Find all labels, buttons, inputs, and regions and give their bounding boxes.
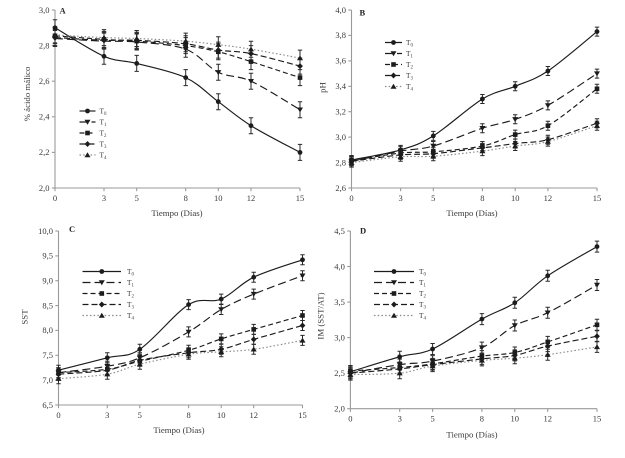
svg-text:3,0: 3,0 (334, 332, 345, 342)
svg-text:3: 3 (398, 414, 402, 424)
svg-text:3: 3 (105, 410, 109, 420)
svg-text:15: 15 (593, 414, 602, 424)
svg-text:10: 10 (511, 193, 520, 203)
svg-text:2,5: 2,5 (334, 368, 345, 378)
svg-text:3,5: 3,5 (334, 297, 345, 307)
svg-text:T2: T2 (406, 60, 413, 71)
svg-text:2,8: 2,8 (39, 40, 50, 50)
svg-text:2,6: 2,6 (335, 183, 346, 193)
svg-text:8,5: 8,5 (42, 300, 53, 310)
svg-text:7,0: 7,0 (42, 375, 53, 385)
svg-text:A: A (60, 6, 67, 16)
svg-text:2,2: 2,2 (39, 147, 50, 157)
svg-text:10: 10 (217, 410, 226, 420)
svg-text:C: C (69, 224, 75, 234)
svg-text:T1: T1 (406, 49, 413, 60)
svg-text:12: 12 (249, 410, 258, 420)
svg-text:3,0: 3,0 (335, 132, 346, 142)
svg-text:4,0: 4,0 (335, 5, 346, 15)
svg-text:7,5: 7,5 (42, 350, 53, 360)
svg-text:5: 5 (135, 193, 139, 203)
svg-text:9,5: 9,5 (42, 251, 53, 261)
svg-text:9,0: 9,0 (42, 276, 53, 286)
svg-text:Tiempo (Días): Tiempo (Días) (446, 430, 497, 440)
svg-text:T1: T1 (419, 278, 426, 289)
svg-text:T0: T0 (100, 107, 107, 118)
svg-text:T0: T0 (419, 267, 426, 278)
svg-text:15: 15 (593, 193, 602, 203)
svg-text:T4: T4 (406, 82, 413, 93)
svg-text:D: D (360, 226, 366, 236)
svg-text:3,8: 3,8 (335, 30, 346, 40)
svg-text:T3: T3 (419, 300, 426, 311)
svg-text:8: 8 (186, 410, 190, 420)
svg-text:8: 8 (480, 193, 484, 203)
svg-text:3,0: 3,0 (39, 5, 50, 15)
svg-text:IM (SST/AT): IM (SST/AT) (316, 292, 326, 339)
svg-text:5: 5 (138, 410, 142, 420)
svg-text:15: 15 (296, 193, 305, 203)
svg-text:B: B (360, 8, 366, 18)
svg-text:2,6: 2,6 (39, 76, 50, 86)
svg-text:T2: T2 (100, 129, 107, 140)
svg-text:T2: T2 (419, 289, 426, 300)
svg-text:12: 12 (544, 193, 553, 203)
svg-text:8,0: 8,0 (42, 325, 53, 335)
svg-text:pH: pH (318, 81, 328, 92)
svg-text:T4: T4 (127, 311, 134, 322)
svg-text:3,6: 3,6 (335, 56, 346, 66)
svg-text:SST: SST (20, 309, 30, 325)
svg-text:8: 8 (480, 414, 484, 424)
svg-text:5: 5 (431, 193, 435, 203)
svg-text:2,0: 2,0 (39, 183, 50, 193)
svg-text:0: 0 (348, 414, 352, 424)
svg-text:T2: T2 (127, 289, 134, 300)
svg-text:T3: T3 (406, 71, 413, 82)
svg-text:0: 0 (56, 410, 60, 420)
svg-text:2,4: 2,4 (39, 112, 50, 122)
svg-text:5: 5 (430, 414, 434, 424)
svg-text:Tiempo (Días): Tiempo (Días) (151, 208, 202, 218)
svg-text:3: 3 (398, 193, 402, 203)
svg-text:10: 10 (511, 414, 520, 424)
svg-text:0: 0 (53, 193, 57, 203)
svg-text:12: 12 (543, 414, 552, 424)
svg-text:T4: T4 (419, 311, 426, 322)
svg-text:8: 8 (184, 193, 188, 203)
svg-text:T1: T1 (100, 118, 107, 129)
svg-text:3,4: 3,4 (335, 81, 346, 91)
svg-text:15: 15 (298, 410, 307, 420)
svg-text:T1: T1 (127, 278, 134, 289)
svg-text:4,0: 4,0 (334, 261, 345, 271)
svg-text:3,2: 3,2 (335, 107, 346, 117)
svg-text:Tiempo (Días): Tiempo (Días) (153, 425, 204, 435)
svg-text:10,0: 10,0 (38, 226, 53, 236)
svg-text:T3: T3 (127, 300, 134, 311)
svg-text:3: 3 (102, 193, 106, 203)
svg-text:4,5: 4,5 (334, 226, 345, 236)
svg-text:6,5: 6,5 (42, 400, 53, 410)
svg-text:12: 12 (247, 193, 256, 203)
svg-text:T0: T0 (127, 267, 134, 278)
svg-text:% ácido málico: % ácido málico (22, 66, 32, 121)
svg-text:T3: T3 (100, 140, 107, 151)
svg-text:10: 10 (214, 193, 223, 203)
svg-text:2,8: 2,8 (335, 157, 346, 167)
svg-text:0: 0 (349, 193, 353, 203)
svg-text:2,0: 2,0 (334, 404, 345, 414)
svg-text:T0: T0 (406, 38, 413, 49)
svg-text:Tiempo (Días): Tiempo (Días) (446, 208, 497, 218)
svg-text:T4: T4 (100, 151, 107, 162)
